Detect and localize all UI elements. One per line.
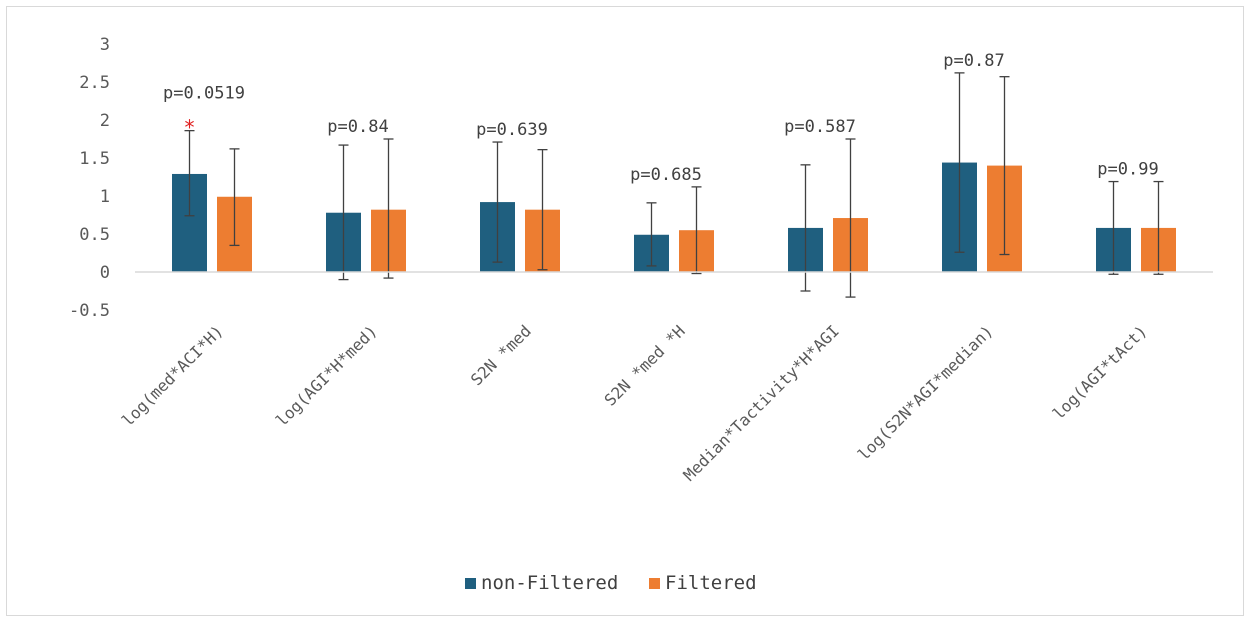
error-bar bbox=[537, 148, 548, 271]
x-category-label: log(med*ACI*H) bbox=[118, 321, 227, 430]
significance-marker: * bbox=[185, 116, 195, 140]
x-category-label: log(S2N*AGI*median) bbox=[854, 321, 997, 464]
error-bar bbox=[383, 138, 394, 279]
error-bar bbox=[845, 138, 856, 298]
legend-label: non-Filtered bbox=[481, 572, 618, 594]
p-value-label: p=0.84 bbox=[327, 117, 388, 137]
y-tick-label: 3 bbox=[100, 35, 110, 55]
p-value-label: p=0.99 bbox=[1097, 160, 1158, 180]
p-value-label: p=0.639 bbox=[476, 120, 548, 140]
p-value-annotations: p=0.0519 * p=0.84 p=0.639 p=0.685 p=0.587 p=0.… bbox=[163, 51, 1159, 185]
x-category-label: log(AGI*tAct) bbox=[1049, 321, 1151, 423]
legend: non-Filtered Filtered bbox=[465, 572, 757, 594]
x-category-label: Median*Tactivity*H*AGI bbox=[680, 321, 843, 484]
p-value-label: p=0.87 bbox=[943, 51, 1004, 71]
p-value-label: p=0.685 bbox=[630, 165, 702, 185]
error-bar bbox=[999, 76, 1010, 256]
legend-item: Filtered bbox=[649, 572, 757, 594]
x-category-label: S2N *med *H bbox=[600, 321, 688, 409]
error-bar bbox=[800, 164, 811, 292]
y-tick-label: 2 bbox=[100, 111, 110, 131]
error-bar bbox=[954, 72, 965, 253]
x-axis-category-labels: log(med*ACI*H) log(AGI*H*med) S2N *med S2N … bbox=[118, 321, 1151, 484]
y-tick-label: 0.5 bbox=[79, 225, 110, 245]
y-tick-label: -0.5 bbox=[69, 301, 110, 321]
x-category-label: log(AGI*H*med) bbox=[272, 321, 381, 430]
legend-swatch bbox=[649, 578, 660, 589]
y-tick-label: 0 bbox=[100, 263, 110, 283]
y-axis-ticks: -0.5 0 0.5 1 1.5 2 2.5 3 bbox=[69, 35, 110, 321]
error-bars bbox=[184, 72, 1164, 298]
error-bar bbox=[229, 148, 240, 247]
error-bar bbox=[1153, 180, 1164, 275]
y-tick-label: 1 bbox=[100, 187, 110, 207]
error-bar bbox=[492, 141, 503, 263]
chart-frame bbox=[6, 6, 1244, 616]
error-bar bbox=[646, 202, 657, 267]
error-bar bbox=[184, 129, 195, 217]
error-bar bbox=[691, 186, 702, 275]
x-category-label: S2N *med bbox=[467, 321, 535, 389]
y-tick-label: 1.5 bbox=[79, 149, 110, 169]
p-value-label: p=0.0519 bbox=[163, 84, 245, 104]
error-bar bbox=[1108, 180, 1119, 275]
p-value-label: p=0.587 bbox=[784, 117, 856, 137]
legend-swatch bbox=[465, 578, 476, 589]
legend-label: Filtered bbox=[665, 572, 757, 594]
y-tick-label: 2.5 bbox=[79, 73, 110, 93]
legend-item: non-Filtered bbox=[465, 572, 618, 594]
error-bar bbox=[338, 144, 349, 281]
